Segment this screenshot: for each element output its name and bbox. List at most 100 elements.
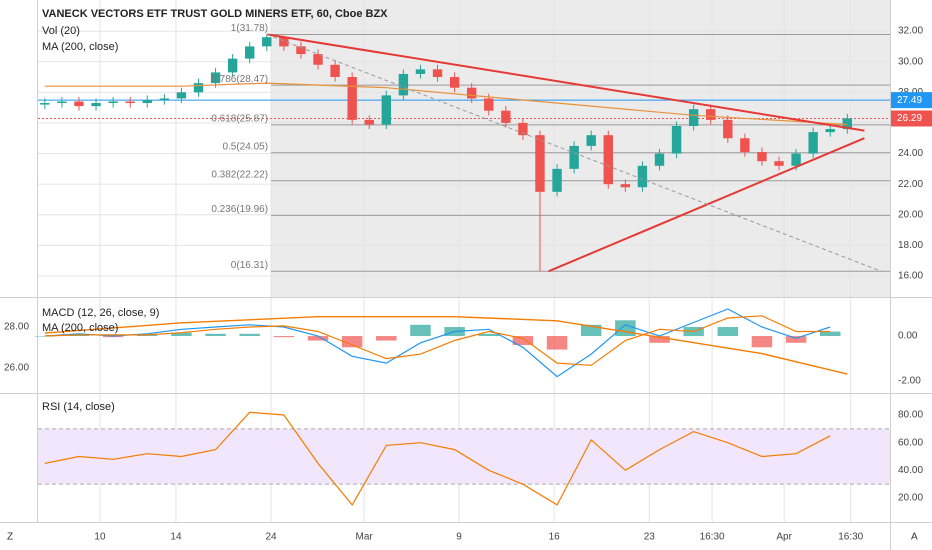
y2-tick-label: 26.00: [4, 363, 29, 374]
corner-label[interactable]: Z: [7, 532, 13, 543]
candle-body: [330, 64, 340, 78]
histogram-bar: [819, 331, 841, 337]
price-label-box: [891, 92, 932, 109]
rsi-line: [44, 411, 831, 506]
candle-body: [586, 135, 596, 146]
y-tick-label: 40.00: [898, 465, 923, 476]
histogram-bar: [410, 324, 431, 337]
candle-body: [501, 110, 511, 123]
histogram-bar: [478, 333, 500, 337]
x-tick-label: 9: [456, 532, 462, 543]
ma-line: [44, 316, 848, 375]
histogram-bar: [341, 336, 363, 348]
candle-body: [415, 69, 426, 74]
candle-body: [791, 153, 801, 166]
y-tick-label: 20.00: [898, 209, 923, 220]
x-tick-label: Apr: [776, 532, 792, 543]
histogram-bar: [751, 336, 773, 348]
candle-body: [569, 145, 579, 169]
candle-body: [142, 99, 152, 104]
x-tick-label: 16:30: [700, 532, 725, 543]
histogram-bar: [171, 332, 192, 337]
legend-macd-ma: MA (200, close): [42, 322, 118, 334]
candle-body: [552, 168, 562, 192]
trendline: [266, 33, 865, 132]
candle-body: [40, 103, 50, 105]
marks-layer: [34, 33, 890, 506]
y-tick-label: 18.00: [898, 240, 923, 251]
candle-body: [381, 95, 392, 125]
y-tick-label: 60.00: [898, 437, 923, 448]
candle-body: [57, 101, 67, 104]
candle-body: [774, 161, 784, 166]
trendline: [548, 137, 865, 273]
legend-rsi: RSI (14, close): [42, 401, 115, 413]
candle-body: [603, 135, 613, 185]
candle-body: [484, 98, 494, 111]
x-tick-label: 24: [265, 532, 277, 543]
candle-body: [313, 54, 323, 65]
y-tick-label: 80.00: [898, 410, 923, 421]
fib-zone: [271, 0, 890, 297]
candle-body: [654, 153, 665, 166]
histogram-bar: [717, 327, 739, 337]
candle-body: [637, 165, 648, 188]
candle-body: [518, 122, 528, 136]
candle-body: [91, 103, 101, 107]
legend-macd: MACD (12, 26, close, 9): [42, 307, 159, 319]
price-label: 27.49: [897, 95, 922, 106]
candle-body: [159, 98, 170, 100]
candle-body: [245, 46, 255, 59]
candle-body: [620, 184, 631, 188]
fib-label: 0.236(19.96): [211, 204, 268, 215]
chart-title: VANECK VECTORS ETF TRUST GOLD MINERS ETF…: [42, 8, 388, 20]
candle-body: [706, 109, 716, 120]
price-label: 26.29: [897, 113, 922, 124]
candle-body: [176, 92, 187, 99]
macd-line: [44, 315, 831, 366]
y-tick-label: 20.00: [898, 493, 923, 504]
candle-body: [262, 37, 272, 47]
candle-body: [825, 129, 835, 133]
histogram-bar: [580, 324, 602, 337]
x-tick-label: 23: [644, 532, 656, 543]
histogram-bar: [376, 336, 397, 341]
fib-label: 0.618(25.87): [211, 114, 268, 125]
candle-body: [210, 72, 221, 84]
x-tick-label: Mar: [355, 532, 373, 543]
ma-line: [44, 82, 848, 126]
histogram-bar: [546, 336, 568, 350]
fib-label: 0.786(28.47): [211, 74, 268, 85]
fib-label: 0(16.31): [231, 260, 268, 271]
candle-body: [364, 119, 374, 125]
candle-body: [108, 101, 118, 104]
candle-body: [449, 77, 460, 88]
histogram-bar: [307, 336, 329, 341]
candle-body: [74, 101, 84, 107]
y-tick-label: 16.00: [898, 271, 923, 282]
histogram-bar: [102, 336, 124, 338]
fib-label: 0.382(22.22): [211, 169, 268, 180]
y-tick-label: 22.00: [898, 179, 923, 190]
candle-body: [347, 77, 357, 120]
fib-label: 1(31.78): [231, 23, 268, 34]
candle-body: [466, 87, 477, 99]
y-tick-label: -2.00: [898, 376, 921, 387]
legend-ma: MA (200, close): [42, 41, 118, 53]
candle-body: [125, 101, 135, 104]
legend-vol: Vol (20): [42, 25, 80, 37]
histogram-bar: [512, 336, 534, 346]
candle-body: [740, 138, 750, 153]
trendline: [266, 33, 882, 272]
histogram-bar: [649, 336, 670, 343]
candle-body: [193, 83, 204, 93]
macd-line: [44, 308, 831, 378]
histogram-bar: [785, 336, 807, 343]
fib-label: 0.5(24.05): [222, 141, 268, 152]
candle-body: [279, 37, 289, 47]
candle-body: [671, 125, 682, 154]
corner-label[interactable]: A: [911, 532, 918, 543]
candle-body: [808, 132, 818, 154]
